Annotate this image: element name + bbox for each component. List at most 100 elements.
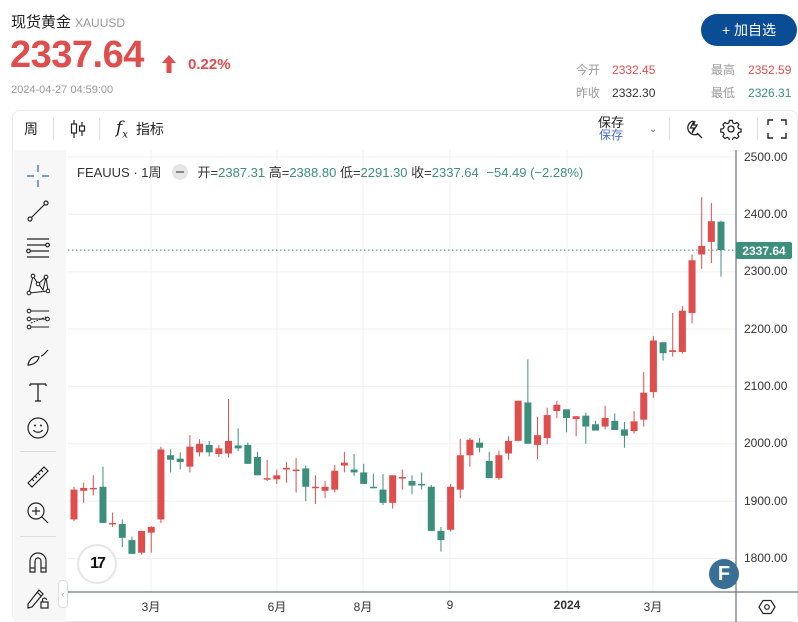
brush-icon <box>27 349 49 366</box>
legend-high-key: 高= <box>268 165 290 180</box>
stat-label: 昨收 <box>576 86 601 100</box>
legend-close: 2337.64 <box>431 165 479 180</box>
y-tick: 1900.00 <box>744 494 788 508</box>
toolbar-divider <box>20 451 56 452</box>
legend-low-key: 低= <box>339 165 361 180</box>
toolbar-divider <box>53 118 54 140</box>
stat-value: 2332.30 <box>612 86 656 100</box>
y-tick: 2300.00 <box>744 264 788 278</box>
indicators-button[interactable]: fx 指标 <box>116 110 164 148</box>
toolbar-divider <box>757 118 758 140</box>
last-price-tag: 2337.64 <box>736 242 792 259</box>
collapse-toolbar-button[interactable]: ‹ <box>58 580 68 608</box>
candlestick-icon <box>70 120 86 138</box>
hide-legend-button[interactable] <box>171 163 188 180</box>
x-tick: 6月 <box>267 600 287 614</box>
chart-type-button[interactable] <box>70 110 86 148</box>
stat-prev-close: 昨收 2332.30 <box>576 84 655 101</box>
magnet-tool[interactable] <box>24 548 52 576</box>
y-tick: 2200.00 <box>744 322 788 336</box>
current-price: 2337.64 <box>10 34 144 76</box>
settings-button[interactable] <box>720 110 742 148</box>
text-icon <box>29 383 47 402</box>
save-sublabel: 保存 <box>599 128 624 142</box>
y-tick: 2000.00 <box>744 436 788 450</box>
legend-low: 2291.30 <box>360 165 408 180</box>
zoom-in-tool[interactable] <box>24 499 52 527</box>
horizontal-lines-tool[interactable] <box>24 234 52 262</box>
save-dropdown-chevron-icon[interactable]: ⌄ <box>649 123 658 135</box>
indicators-label: 指标 <box>135 121 164 137</box>
change-percent: 0.22% <box>188 56 231 73</box>
x-tick: 2024 <box>553 598 581 612</box>
instrument-name: 现货黄金 <box>11 14 72 31</box>
pencil-lock-icon <box>27 589 49 609</box>
y-tick: 2400.00 <box>744 207 788 221</box>
f-badge[interactable]: F <box>709 559 739 589</box>
xabcd-pattern-icon <box>26 273 50 296</box>
axis-settings-button[interactable] <box>758 598 776 621</box>
legend-open: 2387.31 <box>218 165 266 180</box>
stat-label: 最高 <box>711 63 736 77</box>
legend-open-key: 开= <box>197 165 219 180</box>
gear-icon <box>720 119 742 140</box>
ruler-icon <box>27 466 49 488</box>
x-tick: 3月 <box>141 600 161 614</box>
magnet-icon <box>29 552 47 573</box>
fullscreen-button[interactable] <box>767 110 787 148</box>
lightning-search-icon <box>687 120 703 139</box>
text-tool[interactable] <box>24 378 52 406</box>
add-to-watchlist-button[interactable]: + 加自选 <box>701 14 797 46</box>
instrument-title: 现货黄金 XAUUSD <box>11 11 125 32</box>
toolbar-divider <box>99 118 100 140</box>
instrument-symbol: XAUUSD <box>75 16 126 30</box>
drawing-toolbar <box>14 150 66 622</box>
emoji-tool[interactable] <box>24 414 52 442</box>
save-button[interactable]: 保存 保存 <box>598 112 624 146</box>
lock-drawings-tool[interactable] <box>24 584 52 612</box>
up-arrow-icon <box>162 55 176 73</box>
quote-timestamp: 2024-04-27 04:59:00 <box>11 84 114 96</box>
tradingview-logo[interactable]: 17 <box>77 544 117 584</box>
fib-retracement-icon <box>26 308 50 330</box>
trend-line-tool[interactable] <box>24 197 52 225</box>
fib-tool[interactable] <box>24 306 52 334</box>
hexagon-settings-icon <box>758 599 776 615</box>
x-tick: 3月 <box>643 600 663 614</box>
stat-label: 今开 <box>576 63 601 77</box>
trend-line-icon <box>27 200 49 222</box>
toolbar-divider <box>669 118 670 140</box>
crosshair-tool[interactable] <box>24 162 52 190</box>
zoom-in-icon <box>27 502 49 524</box>
legend-high: 2388.80 <box>289 165 337 180</box>
legend-change: −54.49 (−2.28%) <box>486 165 584 180</box>
y-tick: 2100.00 <box>744 379 788 393</box>
brush-tool[interactable] <box>24 342 52 370</box>
x-tick: 9 <box>446 598 454 612</box>
toolbar-divider <box>20 536 56 537</box>
stat-value: 2326.31 <box>748 86 792 100</box>
ruler-tool[interactable] <box>24 463 52 491</box>
stat-open: 今开 2332.45 <box>576 61 655 78</box>
function-icon: fx <box>116 117 128 141</box>
save-label: 保存 <box>598 115 625 130</box>
stat-low: 最低 2326.31 <box>711 84 791 101</box>
parallel-lines-icon <box>26 238 50 258</box>
stat-value: 2332.45 <box>612 63 656 77</box>
y-tick: 1800.00 <box>744 551 788 565</box>
fullscreen-icon <box>767 119 787 139</box>
pattern-tool[interactable] <box>24 270 52 298</box>
stat-label: 最低 <box>711 86 736 100</box>
y-tick: 2500.00 <box>744 150 788 164</box>
legend-close-key: 收= <box>411 165 432 180</box>
smiley-icon <box>27 417 49 439</box>
legend-symbol: FEAUUS · 1周 <box>77 165 162 180</box>
stat-high: 最高 2352.59 <box>711 61 791 78</box>
chart-legend: FEAUUS · 1周 开=2387.31 高=2388.80 低=2291.30… <box>77 162 583 182</box>
stat-value: 2352.59 <box>748 63 792 77</box>
quick-search-button[interactable] <box>682 110 704 148</box>
interval-selector[interactable]: 周 <box>24 121 38 137</box>
x-tick: 8月 <box>353 600 373 614</box>
crosshair-icon <box>27 165 49 187</box>
